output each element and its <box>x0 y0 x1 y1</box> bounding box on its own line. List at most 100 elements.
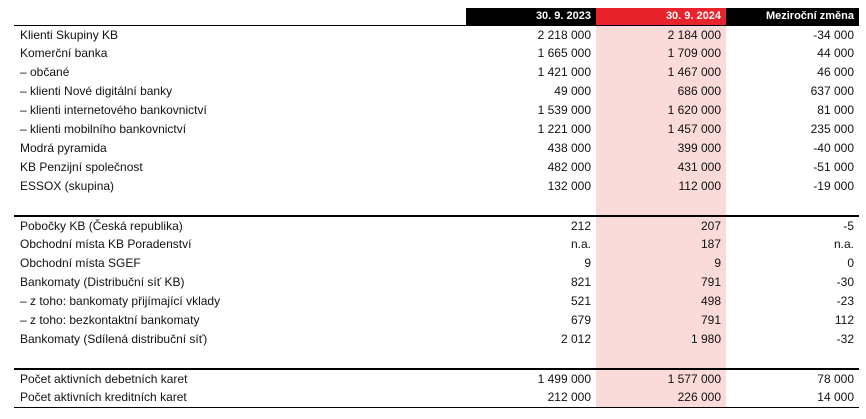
value-2024: 686 000 <box>596 82 726 101</box>
value-change: 44 000 <box>817 46 854 60</box>
value-change: -5 <box>843 219 854 233</box>
spacer-cell <box>466 196 596 215</box>
kb-statistics-table: 30. 9. 2023 30. 9. 2024 Meziroční změna … <box>14 8 859 408</box>
value-2023: 438 000 <box>547 141 591 155</box>
value-2024: 1 467 000 <box>596 63 726 82</box>
value-2023: 482 000 <box>547 160 591 174</box>
table-header: 30. 9. 2023 30. 9. 2024 Meziroční změna <box>14 8 859 25</box>
value-change: 0 <box>847 256 854 270</box>
value-2024: 791 <box>596 273 726 292</box>
value-2024: 112 000 <box>596 177 726 196</box>
value-2024: 9 <box>596 254 726 273</box>
table-section: Klienti Skupiny KB 2 218 000 2 184 000 -34 … <box>14 25 859 216</box>
spacer-cell <box>466 349 596 368</box>
spacer-cell <box>14 196 466 215</box>
table-row: Počet aktivních kreditních karet 212 000 2… <box>14 388 859 407</box>
value-change: 14 000 <box>817 390 854 404</box>
table-row: Obchodní místa SGEF 9 9 0 <box>14 254 859 273</box>
value-change: -19 000 <box>813 179 854 193</box>
value-change: 112 <box>834 313 854 327</box>
spacer-cell <box>726 349 859 368</box>
row-label: – občané <box>20 65 70 79</box>
row-label: – klienti internetového bankovnictví <box>20 103 207 117</box>
table-body: Klienti Skupiny KB 2 218 000 2 184 000 -34 … <box>14 25 859 408</box>
section-spacer <box>14 196 859 215</box>
value-change: -51 000 <box>813 160 854 174</box>
row-label: Bankomaty (Distribuční síť KB) <box>20 275 185 289</box>
value-change: -32 <box>836 332 854 346</box>
value-2023: 2 012 <box>560 332 591 346</box>
value-2023: 132 000 <box>547 179 591 193</box>
value-2024: 1 980 <box>596 330 726 349</box>
value-2024: 187 <box>596 235 726 254</box>
value-2023: 679 <box>570 313 591 327</box>
row-label: – klienti mobilního bankovnictví <box>20 122 187 136</box>
value-2023: 212 000 <box>547 390 591 404</box>
table-row: – z toho: bankomaty přijímající vklady 52… <box>14 292 859 311</box>
section-spacer <box>14 349 859 368</box>
value-2024: 791 <box>596 311 726 330</box>
table-row: Bankomaty (Sdílená distribuční síť) 2 012… <box>14 330 859 349</box>
value-2023: 1 421 000 <box>537 65 591 79</box>
table-row: Pobočky KB (Česká republika) 212 207 -5 <box>14 216 859 235</box>
value-2023: 49 000 <box>554 84 591 98</box>
header-2024: 30. 9. 2024 <box>596 8 726 25</box>
value-2024: 1 620 000 <box>596 101 726 120</box>
value-2023: 1 499 000 <box>537 372 591 386</box>
spacer-cell <box>726 196 859 215</box>
row-label: Klienti Skupiny KB <box>20 28 119 42</box>
row-label: Pobočky KB (Česká republika) <box>20 219 183 233</box>
row-label: – klienti Nové digitální banky <box>20 84 173 98</box>
value-2024: 1 457 000 <box>596 120 726 139</box>
value-2023: n.a. <box>570 237 591 251</box>
value-2023: 212 <box>570 219 591 233</box>
spacer-cell <box>596 196 726 215</box>
value-change: 78 000 <box>817 372 854 386</box>
value-change: n.a. <box>833 237 854 251</box>
row-label: Komerční banka <box>20 46 108 60</box>
value-2023: 1 539 000 <box>537 103 591 117</box>
value-2024: 2 184 000 <box>596 26 726 44</box>
row-label: Modrá pyramida <box>20 141 107 155</box>
value-2023: 821 <box>570 275 591 289</box>
value-2023: 9 <box>584 256 591 270</box>
value-change: 46 000 <box>817 65 854 79</box>
value-2024: 498 <box>596 292 726 311</box>
header-spacer <box>14 8 466 25</box>
value-2023: 1 221 000 <box>537 122 591 136</box>
table-section: Počet aktivních debetních karet 1 499 000… <box>14 369 859 408</box>
table-row: – občané 1 421 000 1 467 000 46 000 <box>14 63 859 82</box>
table-row: – klienti internetového bankovnictví 1 53… <box>14 101 859 120</box>
value-2024: 431 000 <box>596 158 726 177</box>
spacer-cell <box>14 349 466 368</box>
table-row: KB Penzijní společnost 482 000 431 000 -51 … <box>14 158 859 177</box>
value-change: -23 <box>836 294 854 308</box>
row-label: Počet aktivních kreditních karet <box>20 390 187 404</box>
value-2024: 1 577 000 <box>596 370 726 388</box>
value-change: 81 000 <box>817 103 854 117</box>
value-change: 637 000 <box>810 84 854 98</box>
row-label: Obchodní místa KB Poradenství <box>20 237 192 251</box>
header-2023: 30. 9. 2023 <box>466 8 596 25</box>
value-2024: 1 709 000 <box>596 44 726 63</box>
value-2023: 521 <box>570 294 591 308</box>
table-row: Obchodní místa KB Poradenství n.a. 187 n.a. <box>14 235 859 254</box>
value-2024: 226 000 <box>596 388 726 407</box>
row-label: KB Penzijní společnost <box>20 160 143 174</box>
table-row: – klienti Nové digitální banky 49 000 686 … <box>14 82 859 101</box>
value-2024: 207 <box>596 217 726 235</box>
table-row: Bankomaty (Distribuční síť KB) 821 791 -30 <box>14 273 859 292</box>
table-section: Pobočky KB (Česká republika) 212 207 -5 Obch… <box>14 216 859 369</box>
table-row: – z toho: bezkontaktní bankomaty 679 791 11… <box>14 311 859 330</box>
value-change: 235 000 <box>810 122 854 136</box>
value-change: -30 <box>836 275 854 289</box>
table-row: – klienti mobilního bankovnictví 1 221 00… <box>14 120 859 139</box>
table-row: ESSOX (skupina) 132 000 112 000 -19 000 <box>14 177 859 196</box>
value-change: -40 000 <box>813 141 854 155</box>
header-change: Meziroční změna <box>726 8 859 25</box>
row-label: – z toho: bezkontaktní bankomaty <box>20 313 200 327</box>
value-change: -34 000 <box>813 28 854 42</box>
spacer-cell <box>596 349 726 368</box>
table-row: Modrá pyramida 438 000 399 000 -40 000 <box>14 139 859 158</box>
row-label: ESSOX (skupina) <box>20 179 115 193</box>
